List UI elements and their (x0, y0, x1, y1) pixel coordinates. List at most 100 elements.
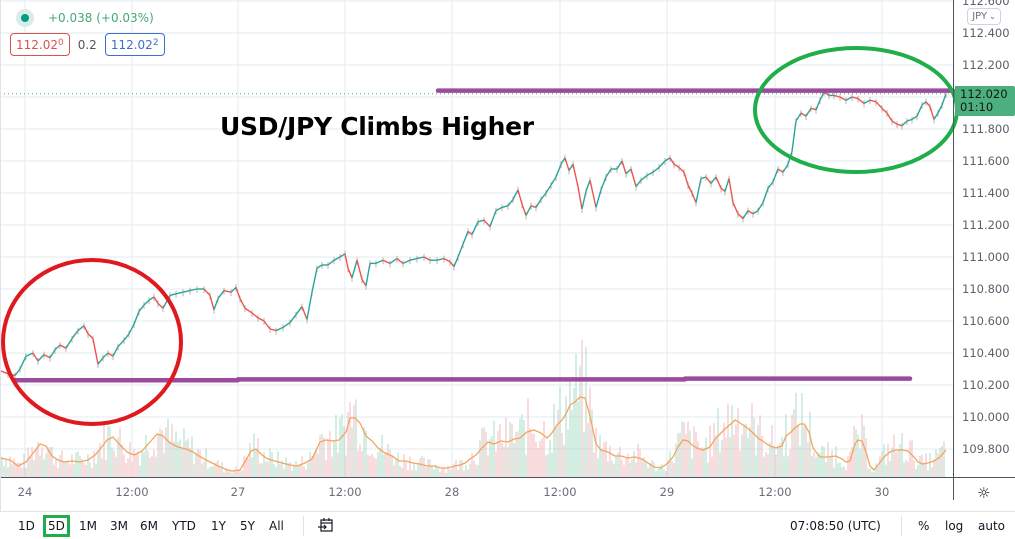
price-segment (143, 299, 150, 306)
price-segment (235, 287, 241, 299)
timeframe-all[interactable]: All (269, 519, 284, 533)
auto-scale-toggle[interactable]: auto (978, 519, 1006, 533)
price-segment (600, 176, 607, 191)
price-segment (49, 349, 56, 359)
price-segment (540, 192, 547, 200)
price-segment (700, 176, 707, 180)
price-segment (133, 311, 140, 325)
price-segment (306, 292, 313, 320)
price-segment (512, 189, 519, 200)
price-segment (175, 291, 184, 295)
price-segment (301, 306, 308, 320)
buy-price-button[interactable]: 112.022 (104, 33, 165, 56)
price-segment (550, 176, 557, 186)
timeframe-5y[interactable]: 5Y (240, 519, 255, 533)
price-segment (605, 168, 612, 178)
toolbar-divider (901, 516, 902, 536)
price-segment (217, 290, 225, 300)
price-segment (43, 353, 51, 359)
price-segment (32, 352, 39, 362)
timeframe-5d[interactable]: 5D (43, 515, 70, 537)
price-segment (800, 112, 807, 117)
price-segment (581, 191, 587, 210)
price-segment (673, 163, 680, 168)
price-axis-label: 110.800 (962, 282, 1010, 296)
price-segment (742, 210, 749, 219)
price-segment (845, 96, 853, 101)
price-segment (737, 213, 744, 220)
price-segment (795, 112, 802, 122)
gear-icon[interactable]: ☼ (977, 484, 991, 502)
price-segment (782, 163, 789, 173)
log-scale-toggle[interactable]: log (945, 519, 964, 533)
utc-clock[interactable]: 07:08:50 (UTC) (790, 519, 881, 533)
price-segment (230, 286, 237, 293)
price-segment (521, 203, 527, 216)
timeframe-1m[interactable]: 1M (79, 519, 97, 533)
percent-scale-toggle[interactable]: % (918, 519, 930, 533)
price-segment (189, 288, 198, 292)
price-segment (71, 330, 79, 340)
price-segment (517, 189, 523, 205)
price-segment (564, 157, 570, 171)
price-segment (244, 307, 253, 314)
market-status-icon[interactable] (16, 9, 34, 27)
price-segment (724, 178, 730, 192)
price-segment (295, 306, 303, 316)
price-segment (530, 205, 537, 209)
price-segment (453, 256, 459, 267)
timeframe-6m[interactable]: 6M (140, 519, 158, 533)
price-segment (572, 164, 579, 187)
price-segment (658, 160, 666, 168)
price-segment (409, 257, 418, 261)
chevron-down-icon: ⌄ (989, 12, 996, 21)
price-segment (495, 206, 503, 212)
time-axis-label: 12:00 (543, 485, 577, 499)
annotation-title: USD/JPY Climbs Higher (220, 112, 534, 141)
price-segment (361, 279, 367, 287)
red-highlight-circle (1, 258, 183, 426)
price-segment (316, 264, 323, 269)
timeframe-1y[interactable]: 1Y (211, 519, 226, 533)
price-segment (678, 166, 685, 173)
price-segment (805, 107, 812, 117)
price-segment (863, 99, 871, 105)
price-segment (911, 115, 918, 120)
price-segment (839, 96, 847, 101)
sell-price-button[interactable]: 112.020 (10, 33, 70, 56)
price-segment (203, 288, 211, 296)
price-segment (443, 257, 451, 263)
price-segment (545, 184, 552, 194)
timeframe-3m[interactable]: 3M (110, 519, 128, 533)
price-segment (630, 168, 637, 187)
price-segment (87, 333, 94, 340)
price-segment (138, 304, 145, 312)
price-segment (117, 339, 125, 348)
price-segment (289, 314, 297, 324)
volume-ma-line (0, 396, 947, 472)
price-segment (457, 243, 464, 258)
price-axis-label: 112.400 (962, 26, 1010, 40)
calendar-goto-icon[interactable] (318, 518, 334, 537)
price-segment (881, 107, 888, 114)
price-segment (396, 258, 404, 264)
currency-selector[interactable]: JPY ⌄ (967, 8, 1001, 25)
price-segment (19, 355, 27, 370)
price-segment (869, 99, 877, 103)
price-segment (169, 293, 177, 297)
price-segment (762, 187, 769, 203)
price-axis-label: 110.600 (962, 314, 1010, 328)
price-segment (339, 253, 346, 258)
price-segment (669, 157, 675, 165)
price-segment (815, 99, 821, 111)
price-segment (54, 344, 61, 351)
price-axis-label: 111.200 (962, 218, 1010, 232)
timeframe-1d[interactable]: 1D (18, 519, 35, 533)
price-segment (695, 178, 702, 203)
price-segment (507, 198, 514, 207)
price-axis-label: 111.600 (962, 154, 1010, 168)
timeframe-ytd[interactable]: YTD (172, 519, 196, 533)
price-segment (646, 171, 654, 177)
